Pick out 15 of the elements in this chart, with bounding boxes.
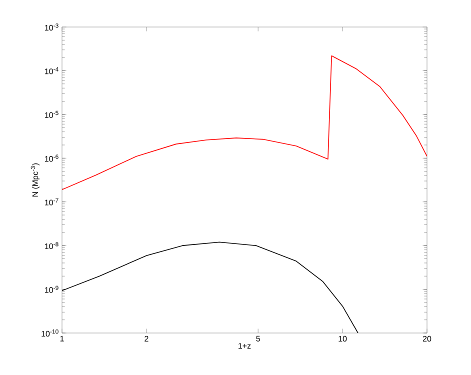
y-tick-label: 10$^{-3}$ [45,23,58,31]
y-tick-label: 10$^{-8}$ [45,242,58,250]
y-axis-title: N (Mpc$^{-3}$) [30,163,40,196]
x-axis-title: 1+z [238,343,251,349]
x-tick-label: 20 [422,336,432,342]
x-tick-label: 2 [144,336,148,342]
x-tick-label: 10 [338,336,347,342]
y-tick-label: 10$^{-5}$ [45,110,58,118]
y-tick-label: 10$^{-9}$ [45,286,58,293]
y-tick-label: 10$^{-10}$ [42,329,58,337]
x-tick-label: 1 [60,336,64,342]
y-tick-label: 10$^{-7}$ [45,198,58,206]
y-tick-label: 10$^{-6}$ [45,154,58,162]
x-tick-label: 5 [256,336,260,342]
y-tick-label: 10$^{-4}$ [45,67,58,74]
